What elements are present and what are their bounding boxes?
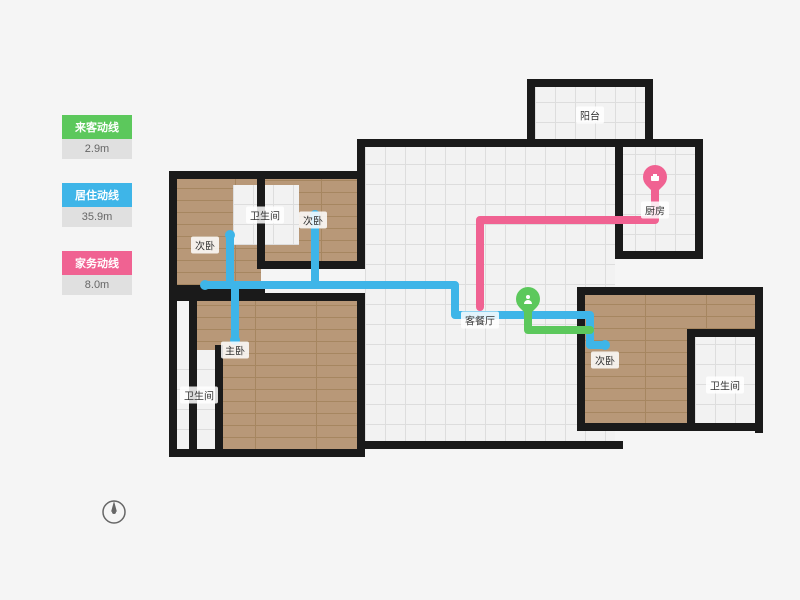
wall [687,329,695,429]
room-label-bedroom2b: 次卧 [191,237,219,254]
legend-item-guest: 来客动线 2.9m [62,115,132,159]
room-label-balcony: 阳台 [576,107,604,124]
room-kitchen [615,145,695,255]
legend-value-living: 35.9m [62,207,132,227]
wall [645,79,653,143]
room-label-bath3: 卫生间 [706,377,744,394]
room-label-living: 客餐厅 [461,312,499,329]
wall [577,287,763,295]
wall [357,171,365,267]
legend-title-guest: 来客动线 [62,115,132,139]
wall [615,145,623,259]
legend-title-living: 居住动线 [62,183,132,207]
marker-housework [643,165,667,193]
wall [169,293,365,301]
wall [527,79,653,87]
legend-item-housework: 家务动线 8.0m [62,251,132,295]
wall [687,329,761,337]
legend-item-living: 居住动线 35.9m [62,183,132,227]
room-label-bath1: 卫生间 [246,207,284,224]
wall [527,79,535,143]
floorplan: 阳台厨房客餐厅次卧次卧卫生间主卧卫生间次卧卫生间 [175,85,765,525]
wall [577,287,585,427]
wall [189,293,197,453]
room-label-master: 主卧 [221,342,249,359]
wall [169,171,365,179]
wall [169,171,177,457]
room-label-kitchen: 厨房 [641,202,669,219]
legend-panel: 来客动线 2.9m 居住动线 35.9m 家务动线 8.0m [62,115,132,319]
legend-value-housework: 8.0m [62,275,132,295]
wall [169,285,265,293]
room-label-bedroom2a: 次卧 [299,212,327,229]
room-label-bedroom2c: 次卧 [591,352,619,369]
wall [357,441,623,449]
wall [695,139,703,259]
room-label-bath2: 卫生间 [180,387,218,404]
wall [577,423,763,431]
wall [169,449,365,457]
wall [357,139,703,147]
wall [357,139,365,175]
compass-icon [100,498,128,526]
wall [755,287,763,433]
legend-title-housework: 家务动线 [62,251,132,275]
wall [615,251,703,259]
wall [257,261,365,269]
wall [357,293,365,453]
marker-guest [516,287,540,315]
legend-value-guest: 2.9m [62,139,132,159]
